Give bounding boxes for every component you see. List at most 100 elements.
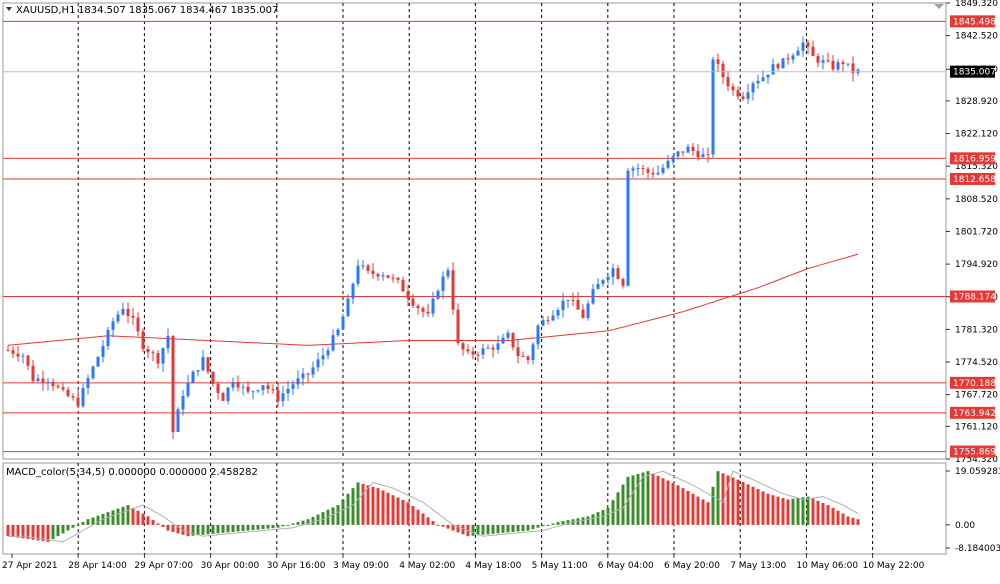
macd-bar: [291, 523, 295, 525]
level-tag: [950, 406, 995, 419]
macd-bar: [721, 473, 725, 525]
price-tick-label: 1774.520: [955, 358, 998, 368]
level-tag-label: 1763.942: [953, 409, 996, 419]
candle-body: [91, 366, 95, 379]
candle-body: [316, 359, 320, 368]
macd-bar: [781, 498, 785, 525]
candle-body: [246, 386, 250, 392]
macd-bar: [746, 484, 750, 525]
macd-bar: [71, 524, 75, 528]
price-tick-label: 1761.120: [955, 422, 998, 432]
price-axis: 1849.3201842.5201835.5201828.9201822.120…: [946, 0, 1000, 554]
macd-bar: [541, 524, 545, 527]
collapse-triangle-icon[interactable]: [6, 7, 12, 11]
macd-bar: [741, 482, 745, 525]
macd-bar: [596, 512, 600, 525]
macd-bar: [501, 524, 505, 533]
macd-bar: [551, 523, 555, 525]
time-tick-label: 29 Apr 07:00: [134, 561, 193, 571]
candle-body: [356, 265, 360, 284]
candle-body: [696, 150, 700, 158]
level-tag-label: 1812.658: [953, 175, 996, 185]
macd-bar: [31, 524, 35, 540]
macd-bar: [471, 524, 475, 536]
candle-body: [796, 50, 800, 56]
macd-bar: [591, 514, 595, 525]
macd-bar: [296, 522, 300, 525]
candle-body: [151, 352, 155, 354]
macd-bar: [601, 510, 605, 525]
macd-bar: [851, 517, 855, 525]
macd-bar: [396, 497, 400, 525]
macd-bar: [651, 473, 655, 525]
candle-body: [551, 315, 555, 321]
candle-body: [301, 373, 305, 379]
macd-bar: [286, 524, 290, 526]
level-tag: [950, 15, 995, 28]
candle-body: [431, 298, 435, 314]
macd-bar: [456, 524, 460, 533]
candle-body: [471, 351, 475, 355]
ohlc-readout: 1834.507 1835.067 1834.467 1835.007: [78, 5, 278, 16]
candle-body: [201, 357, 205, 371]
moving-average: [7, 253, 859, 346]
macd-bar: [696, 496, 700, 525]
macd-bar: [446, 524, 450, 529]
macd-tick-label: 0.00: [955, 521, 975, 531]
macd-bar: [81, 522, 85, 525]
candle-body: [286, 388, 290, 394]
candle-body: [276, 390, 280, 402]
macd-bar: [821, 502, 825, 525]
candle-body: [761, 77, 765, 81]
macd-bar: [386, 492, 390, 525]
candle-body: [516, 347, 520, 357]
candle-body: [321, 355, 325, 360]
candle-body: [376, 273, 380, 277]
macd-bar: [511, 524, 515, 532]
candle-body: [491, 347, 495, 350]
macd-bar: [681, 488, 685, 525]
macd-bar: [166, 524, 170, 531]
candle-body: [481, 348, 485, 355]
macd-bar: [646, 471, 650, 525]
price-tick-label: 1754.320: [955, 455, 998, 465]
candle-body: [381, 275, 385, 277]
candle-body: [776, 64, 780, 69]
macd-tick-label: -8.184003: [955, 544, 1000, 554]
candle-body: [106, 329, 110, 347]
candle-body: [11, 350, 15, 354]
macd-bar: [171, 524, 175, 532]
candle-body: [326, 350, 330, 356]
candle-body: [701, 154, 705, 158]
level-tag-label: 1755.869: [953, 448, 996, 458]
macd-bar: [206, 524, 210, 535]
price-tick-label: 1781.320: [955, 325, 998, 335]
candle-body: [626, 170, 630, 286]
macd-bar: [61, 524, 65, 534]
time-tick-label: 10 May 06:00: [796, 561, 858, 571]
macd-bar: [221, 524, 225, 533]
macd-bar: [736, 479, 740, 525]
macd-bar: [301, 520, 305, 525]
candle-body: [121, 308, 125, 315]
macd-bar: [441, 524, 445, 527]
candle-body: [216, 383, 220, 394]
time-tick-label: 30 Apr 00:00: [201, 561, 260, 571]
candle-body: [736, 90, 740, 97]
price-tick-label: 1794.920: [955, 260, 998, 270]
candle-body: [86, 378, 90, 388]
candle-body: [711, 59, 715, 155]
candle-body: [361, 265, 365, 267]
candle-body: [221, 393, 225, 401]
macd-bar: [406, 502, 410, 525]
candle-body: [176, 409, 180, 432]
macd-bar: [846, 516, 850, 525]
candle-body: [461, 343, 465, 350]
price-tick-label: 1767.720: [955, 391, 998, 401]
candle-body: [416, 305, 420, 309]
macd-bar: [706, 502, 710, 525]
chart-shift-icon[interactable]: [934, 4, 944, 9]
candle-body: [766, 74, 770, 78]
